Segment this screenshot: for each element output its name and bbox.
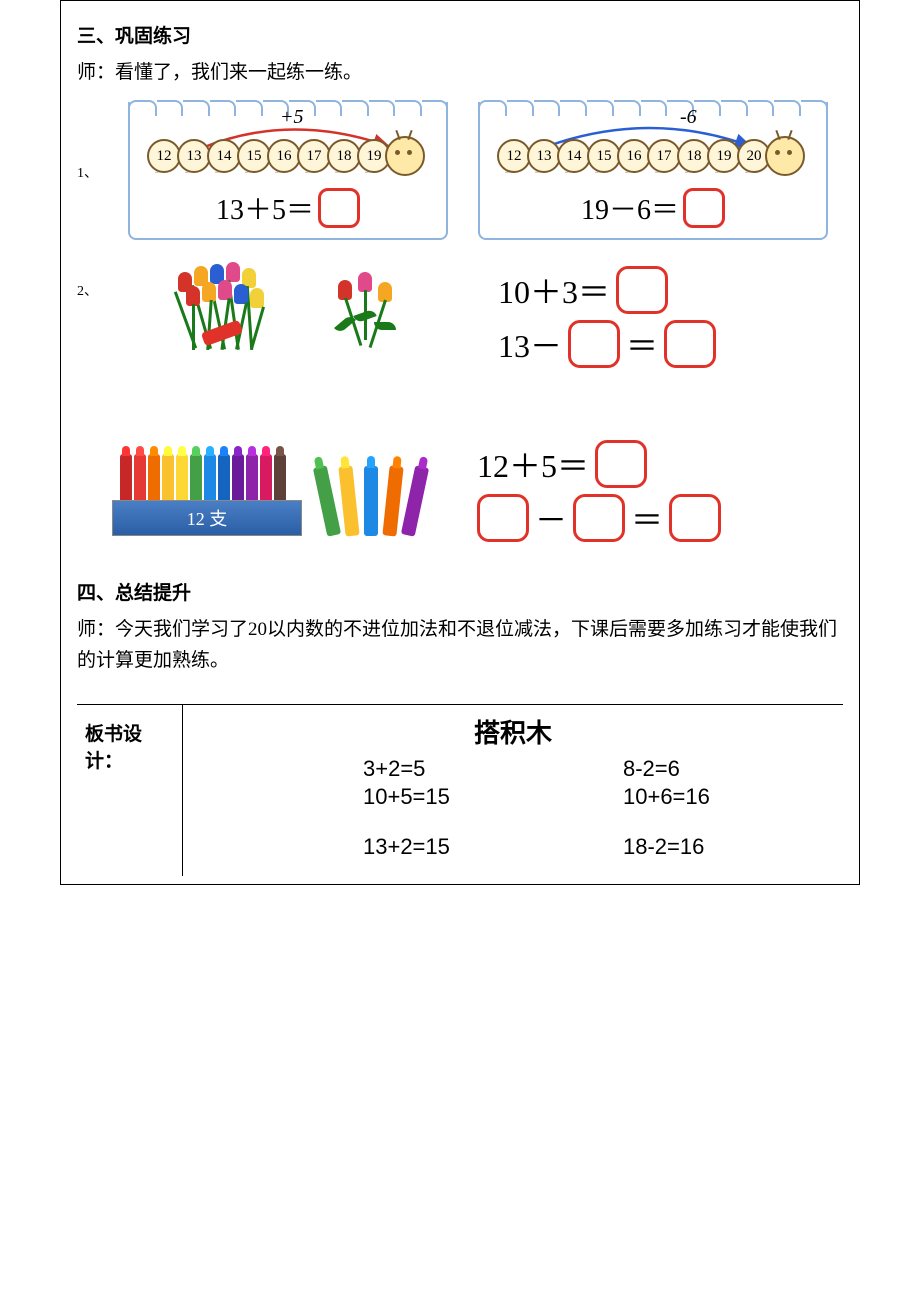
board-equation-row: 3+2=58-2=6 [203,756,823,782]
eq-text: 12＋5＝ [477,441,589,487]
eq-13-minus: 13－ ＝ [498,320,843,368]
equation-1-lhs: 13＋5＝ [216,188,314,228]
board-eq-left: 13+2=15 [203,834,623,860]
caterpillar-segment: 19ᵕᵕ [707,139,741,173]
answer-box [683,188,725,228]
bouquet-small [308,272,438,362]
caterpillar-head [385,136,425,176]
q2-label: 2、 [77,280,98,374]
board-title: 搭积木 [203,713,823,750]
section4-title: 四、总结提升 [77,578,843,605]
board-eq-right: 18-2=16 [623,834,823,860]
arc-label-plus5: +5 [280,106,304,129]
eq-text: 10＋3＝ [498,267,610,313]
tulip-icon [186,286,200,306]
marker-icon [382,466,403,537]
section4-text: 师：今天我们学习了20以内数的不进位加法和不退位减法，下课后需要多加练习才能使我… [77,615,843,676]
tulip-icon [358,272,372,292]
caterpillar-segment: 14ᵕᵕ [207,139,241,173]
caterpillar-segment: 17ᵕᵕ [647,139,681,173]
board-eq-right: 8-2=6 [623,756,823,782]
flowers-illustration [118,260,478,374]
caterpillar-segment: 12ᵕᵕ [147,139,181,173]
answer-box [568,320,620,368]
question-1-row: 1、 +5 12ᵕᵕ13ᵕᵕ14ᵕᵕ15ᵕᵕ16ᵕᵕ17ᵕᵕ18ᵕᵕ19ᵕᵕ 1… [77,102,843,240]
section3-title: 三、巩固练习 [77,21,843,48]
answer-box [616,266,668,314]
section3-intro: 师：看懂了，我们来一起练一练。 [77,58,843,88]
caterpillar-segment: 15ᵕᵕ [237,139,271,173]
equation-2-lhs: 19－6＝ [581,188,679,228]
caterpillar-head [765,136,805,176]
caterpillar-segment: 12ᵕᵕ [497,139,531,173]
caterpillar-segment: 16ᵕᵕ [267,139,301,173]
caterpillar-segment: 18ᵕᵕ [327,139,361,173]
caterpillar-segment: 18ᵕᵕ [677,139,711,173]
q1-label: 1、 [77,162,98,182]
eq-text: ＝ [631,495,663,541]
board-eq-left: 3+2=5 [203,756,623,782]
caterpillar-segment: 16ᵕᵕ [617,139,651,173]
marker-icon [313,466,341,537]
marker-tray-label: 12 支 [112,500,302,536]
marker-icon [338,466,359,537]
eq-10-plus-3: 10＋3＝ [498,266,843,314]
caterpillar-card-2: -6 12ᵕᵕ13ᵕᵕ14ᵕᵕ15ᵕᵕ16ᵕᵕ17ᵕᵕ18ᵕᵕ19ᵕᵕ20ᵕᵕ … [478,102,828,240]
caterpillar-segment: 17ᵕᵕ [297,139,331,173]
eq-text: 13－ [498,321,562,367]
board-eq-right: 10+6=16 [623,784,823,810]
board-rows-2: 13+2=1518-2=16 [203,834,823,860]
caterpillar-segment: 13ᵕᵕ [177,139,211,173]
answer-box [669,494,721,542]
question-2-row: 2、 10＋3＝ 13－ ＝ [77,260,843,374]
eq-blank-minus-blank: － ＝ [477,494,843,542]
answer-box [595,440,647,488]
board-content: 搭积木 3+2=58-2=610+5=1510+6=16 13+2=1518-2… [183,705,843,876]
marker-box-12: 12 支 [112,446,302,536]
marker-icon [364,466,378,536]
caterpillar-segment: 14ᵕᵕ [557,139,591,173]
document-frame: 三、巩固练习 师：看懂了，我们来一起练一练。 1、 +5 12ᵕᵕ13ᵕᵕ14ᵕ… [60,0,860,885]
answer-box [664,320,716,368]
markers-equations: 12＋5＝ － ＝ [477,434,843,548]
board-label: 板书设计： [77,705,183,876]
board-design-row: 板书设计： 搭积木 3+2=58-2=610+5=1510+6=16 13+2=… [77,704,843,876]
tulip-icon [234,284,248,304]
answer-box [573,494,625,542]
board-equation-row: 13+2=1518-2=16 [203,834,823,860]
equation-2: 19－6＝ [488,188,818,228]
caterpillar-2: 12ᵕᵕ13ᵕᵕ14ᵕᵕ15ᵕᵕ16ᵕᵕ17ᵕᵕ18ᵕᵕ19ᵕᵕ20ᵕᵕ [488,136,818,176]
arc-label-minus6: -6 [680,106,697,129]
caterpillar-segment: 15ᵕᵕ [587,139,621,173]
eq-text: － [535,495,567,541]
board-equation-row: 10+5=1510+6=16 [203,784,823,810]
flowers-equations: 10＋3＝ 13－ ＝ [498,260,843,374]
board-rows: 3+2=58-2=610+5=1510+6=16 [203,756,823,810]
markers-illustration: 12 支 [77,446,457,536]
marker-icon [401,466,429,537]
caterpillar-1: 12ᵕᵕ13ᵕᵕ14ᵕᵕ15ᵕᵕ16ᵕᵕ17ᵕᵕ18ᵕᵕ19ᵕᵕ [138,136,438,176]
eq-text: ＝ [626,321,658,367]
equation-1: 13＋5＝ [138,188,438,228]
answer-box [477,494,529,542]
answer-box [318,188,360,228]
eq-12-plus-5: 12＋5＝ [477,440,843,488]
markers-row: 12 支 12＋5＝ － ＝ [77,434,843,548]
caterpillar-card-1: +5 12ᵕᵕ13ᵕᵕ14ᵕᵕ15ᵕᵕ16ᵕᵕ17ᵕᵕ18ᵕᵕ19ᵕᵕ 13＋5… [128,102,448,240]
bouquet-large [158,262,288,372]
loose-markers [320,466,422,536]
caterpillar-segment: 13ᵕᵕ [527,139,561,173]
board-eq-left: 10+5=15 [203,784,623,810]
